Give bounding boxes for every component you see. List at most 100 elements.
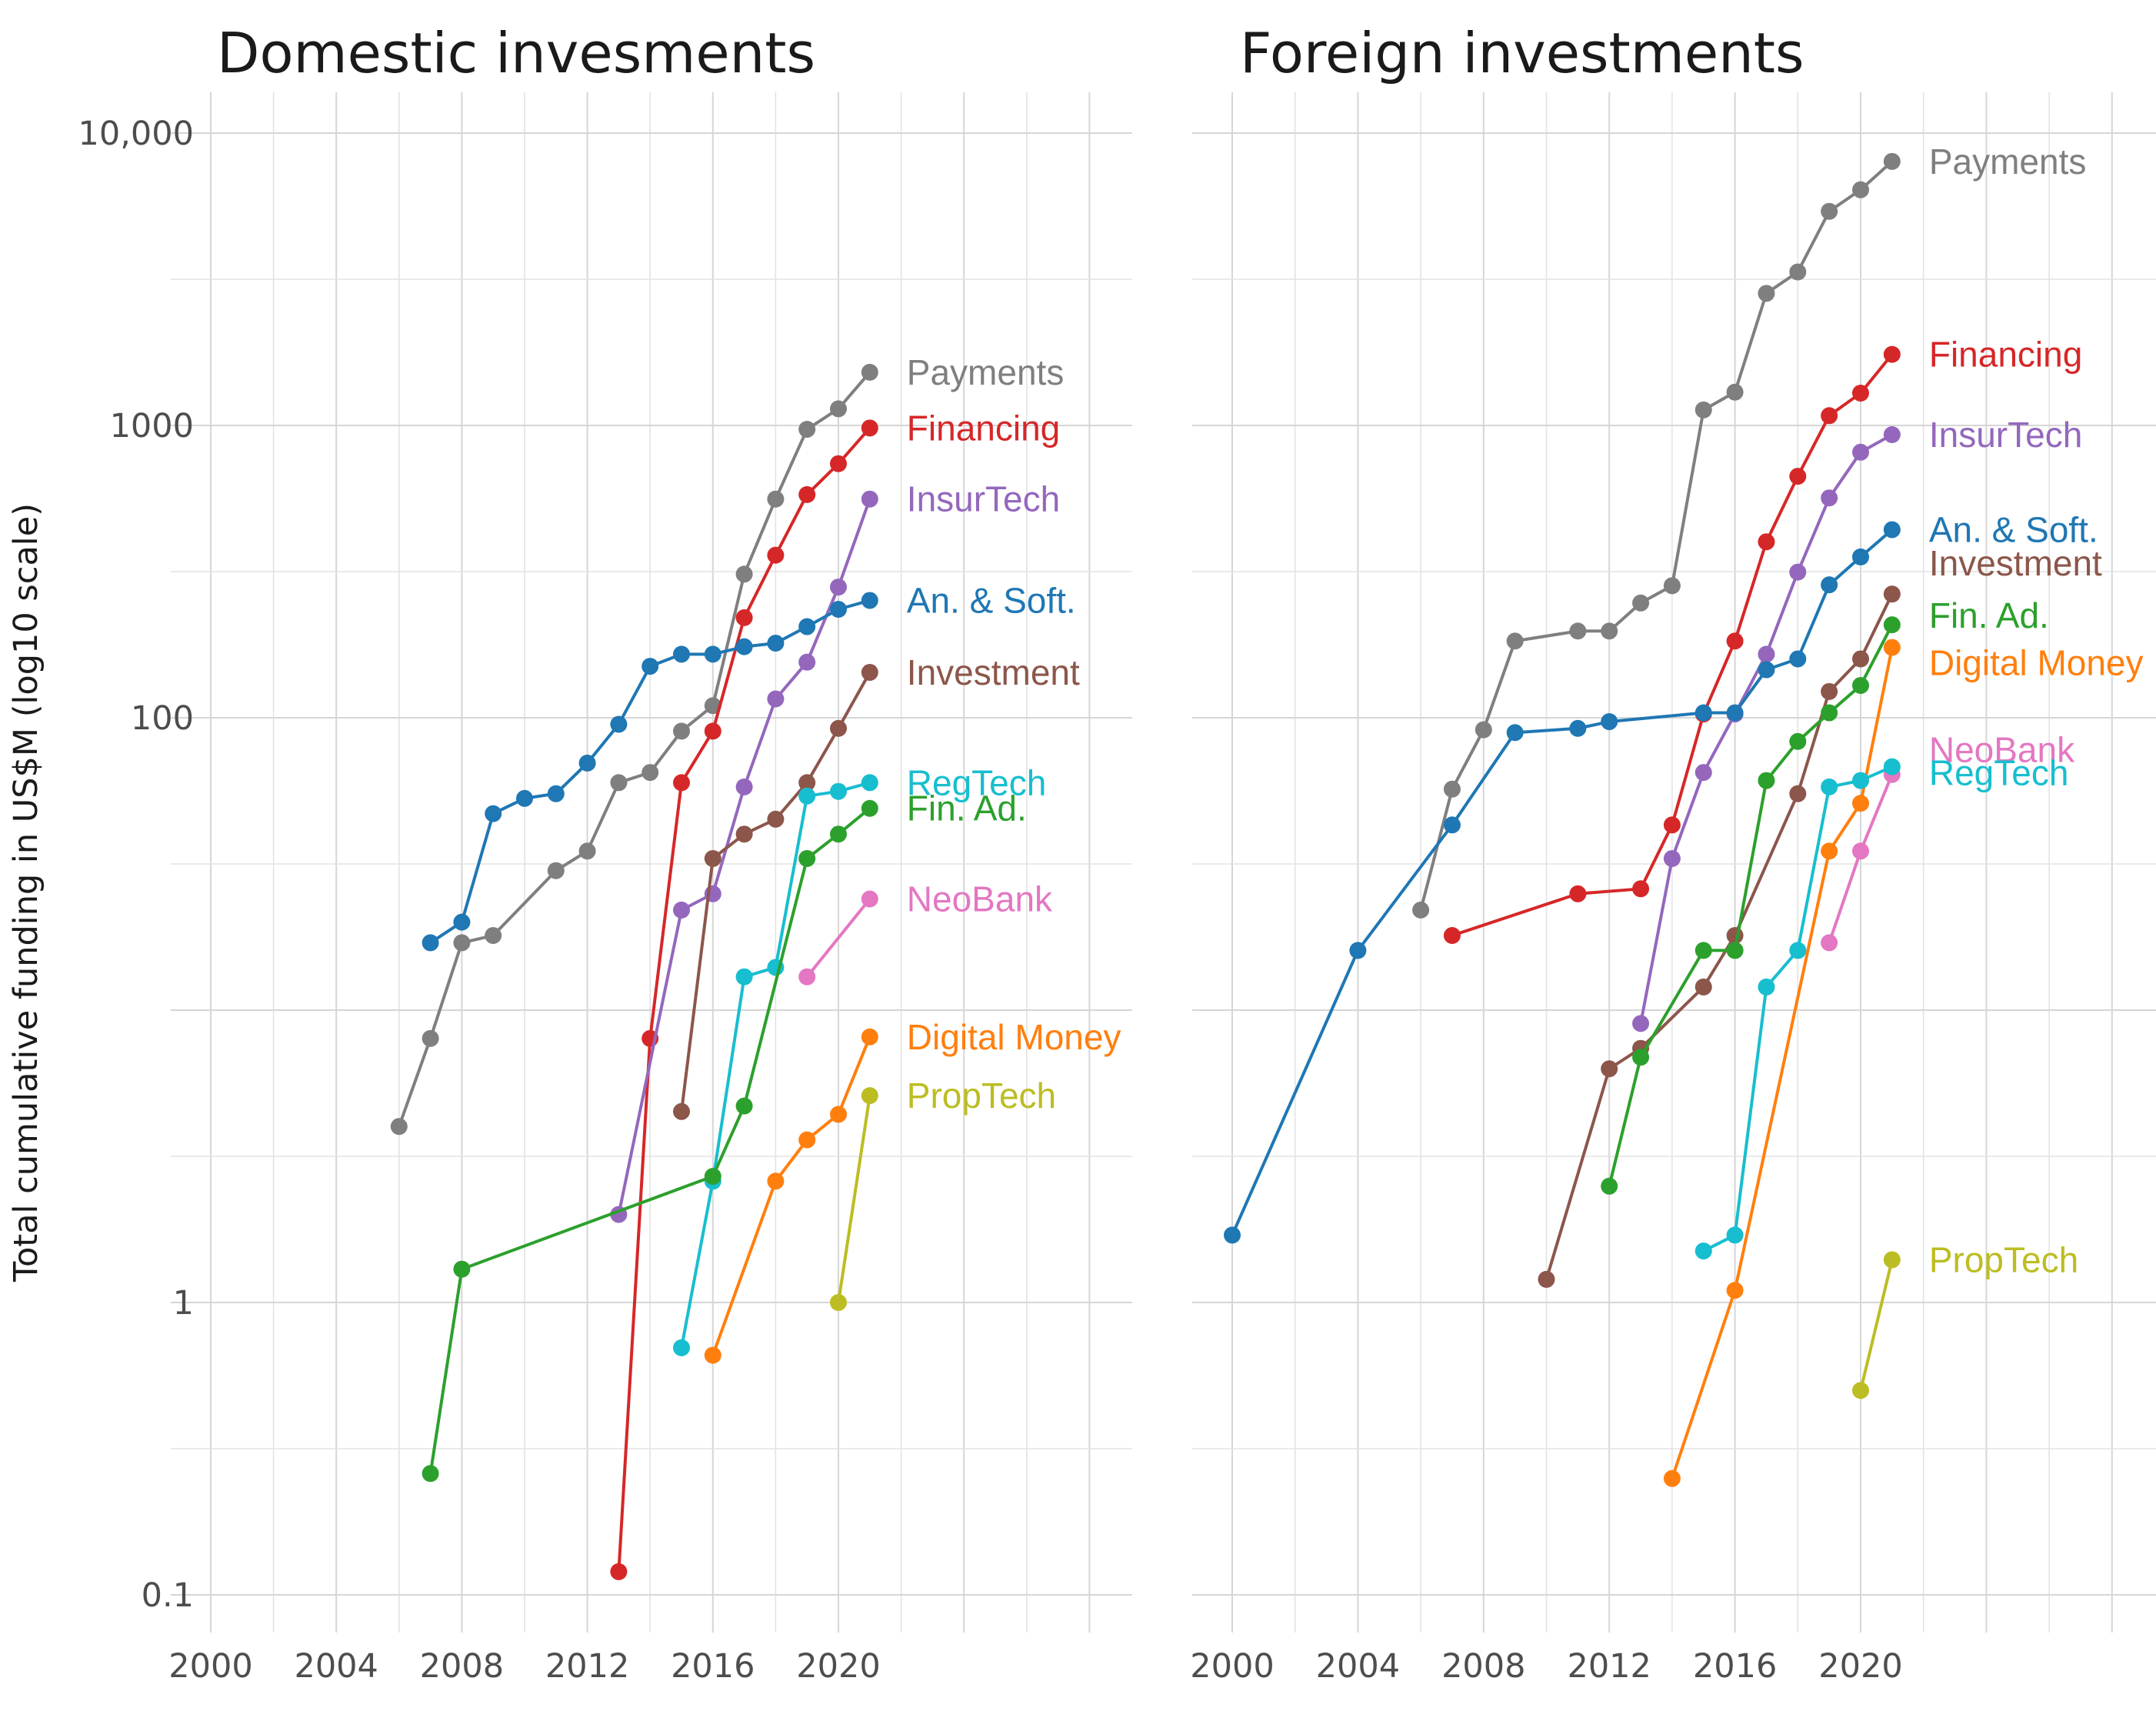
data-point-an-soft-2012: [1601, 713, 1618, 731]
data-point-payments-2016: [704, 697, 721, 715]
data-point-investment-2017: [735, 825, 753, 843]
data-point-financing-2018: [1789, 468, 1807, 485]
data-point-fin-ad-2020: [830, 825, 847, 843]
data-point-fin-ad-2021: [861, 799, 878, 817]
data-point-fin-ad-2017: [1758, 772, 1775, 789]
data-point-payments-2013: [1632, 594, 1650, 612]
data-point-insurtech-2018: [767, 690, 785, 708]
series-line-payments: [397, 371, 871, 1127]
data-point-insurtech-2017: [735, 778, 753, 795]
series-label-proptech: PropTech: [1929, 1239, 2078, 1279]
x-axis-ticks: 2000 2004 2008 2012 2016 2020: [168, 1647, 880, 1686]
series-layer: Payments Financing InsurTech An. & Soft.Inv…: [1224, 142, 2144, 1487]
data-point-regtech-2019: [1821, 778, 1838, 795]
data-point-an-soft-2020: [1852, 548, 1869, 565]
data-point-financing-2018: [767, 546, 785, 564]
series-neobank: NeoBank: [798, 879, 1053, 986]
data-point-insurtech-2014: [1663, 849, 1681, 867]
series-label-financing: Financing: [1929, 335, 2082, 375]
data-point-fin-ad-2020: [1852, 676, 1869, 694]
data-point-regtech-2017: [735, 968, 753, 986]
series-financing: Financing: [1443, 335, 2082, 944]
series-payments: Payments: [390, 352, 1064, 1136]
data-point-an-soft-2015: [1694, 704, 1712, 722]
data-point-investment-2018: [767, 810, 785, 828]
series-label-neobank: NeoBank: [1929, 730, 2075, 770]
data-point-payments-2012: [1601, 622, 1618, 640]
data-point-insurtech-2019: [1821, 489, 1838, 507]
data-point-digital-money-2020: [830, 1106, 847, 1123]
series-line-payments: [1419, 160, 1894, 911]
panel-title-domestic: Domestic invesments: [217, 21, 815, 85]
x-axis-ticks: 2000 2004 2008 2012 2016 2020: [1190, 1647, 1902, 1686]
data-point-an-soft-2004: [1349, 942, 1367, 959]
data-point-payments-2020: [830, 400, 847, 418]
series-label-regtech: RegTech: [907, 762, 1047, 802]
data-point-payments-2008: [453, 934, 471, 952]
data-point-payments-2013: [610, 774, 628, 792]
data-point-investment-2015: [673, 1102, 690, 1120]
data-point-investment-2019: [798, 774, 816, 792]
data-point-an-soft-2017: [735, 638, 753, 655]
data-point-digital-money-2021: [861, 1028, 878, 1046]
data-point-digital-money-2019: [1821, 842, 1838, 860]
series-line-insurtech: [1639, 433, 1893, 1024]
data-point-payments-2011: [1569, 622, 1587, 640]
data-point-investment-2010: [1538, 1270, 1555, 1288]
series-fin-ad: Fin. Ad.: [1601, 595, 2049, 1195]
series-label-neobank: NeoBank: [907, 879, 1053, 919]
data-point-an-soft-2007: [1443, 816, 1461, 834]
data-point-regtech-2020: [1852, 772, 1869, 789]
data-point-an-soft-2007: [422, 934, 439, 952]
data-point-financing-2016: [704, 722, 721, 740]
x-tick-label-2008: 2008: [1441, 1647, 1525, 1686]
data-point-an-soft-2013: [610, 715, 628, 733]
data-point-fin-ad-2016: [1726, 942, 1744, 959]
data-point-payments-2014: [641, 764, 659, 782]
x-tick-label-2020: 2020: [796, 1647, 880, 1686]
data-point-fin-ad-2019: [798, 849, 816, 867]
gridlines: [1192, 92, 2156, 1633]
data-point-insurtech-2013: [1632, 1015, 1650, 1032]
data-point-investment-2021: [861, 663, 878, 681]
data-point-an-soft-2018: [1789, 650, 1807, 668]
data-point-digital-money-2020: [1852, 795, 1869, 812]
data-point-regtech-2021: [1883, 758, 1901, 775]
data-point-digital-money-2016: [704, 1346, 721, 1364]
data-point-neobank-2019: [798, 968, 816, 986]
data-point-an-soft-2011: [1569, 719, 1587, 737]
data-point-regtech-2020: [830, 782, 847, 800]
data-point-financing-2021: [1883, 345, 1901, 363]
data-point-investment-2016: [704, 849, 721, 867]
x-tick-label-2012: 2012: [545, 1647, 629, 1686]
data-point-regtech-2015: [1694, 1242, 1712, 1260]
data-point-insurtech-2020: [830, 579, 847, 596]
data-point-fin-ad-2016: [704, 1168, 721, 1186]
series-line-neobank: [805, 898, 871, 978]
series-label-insurtech: InsurTech: [907, 479, 1060, 519]
series-investment: Investment: [1538, 543, 2102, 1288]
data-point-digital-money-2018: [767, 1172, 785, 1190]
data-point-payments-2012: [578, 842, 596, 860]
data-point-insurtech-2017: [1758, 645, 1775, 663]
series-label-digital-money: Digital Money: [907, 1017, 1121, 1057]
series-fin-ad: Fin. Ad.: [422, 789, 1027, 1483]
data-point-an-soft-2020: [830, 600, 847, 618]
data-point-proptech-2021: [861, 1087, 878, 1105]
x-tick-label-2000: 2000: [1190, 1647, 1274, 1686]
x-tick-label-2004: 2004: [294, 1647, 378, 1686]
data-point-an-soft-2009: [1506, 724, 1524, 742]
data-point-neobank-2021: [861, 890, 878, 908]
data-point-financing-2013: [1632, 880, 1650, 898]
data-point-financing-2020: [1852, 384, 1869, 402]
data-point-insurtech-2015: [1694, 764, 1712, 782]
series-label-proptech: PropTech: [907, 1076, 1056, 1116]
data-point-fin-ad-2007: [422, 1465, 439, 1483]
data-point-payments-2006: [1412, 901, 1430, 919]
series-line-digital-money: [711, 1036, 871, 1356]
data-point-financing-2013: [610, 1563, 628, 1580]
series-label-fin-ad: Fin. Ad.: [907, 789, 1027, 829]
data-point-digital-money-2016: [1726, 1282, 1744, 1299]
data-point-an-soft-2021: [861, 592, 878, 609]
